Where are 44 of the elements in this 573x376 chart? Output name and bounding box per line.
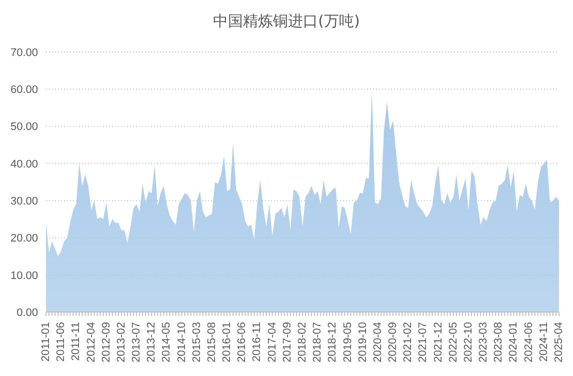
y-tick-label: 0.00	[16, 306, 38, 319]
y-tick-label: 40.00	[10, 158, 38, 170]
x-tick-label: 2024-06	[522, 322, 535, 362]
x-tick-label: 2022-10	[462, 322, 474, 362]
x-tick-label: 2022-05	[447, 322, 460, 362]
x-tick-label: 2016-01	[221, 322, 234, 362]
x-tick-label: 2021-12	[432, 322, 444, 362]
x-tick-label: 2013-07	[130, 322, 143, 362]
y-tick-label: 60.00	[10, 84, 38, 96]
y-tick-label: 20.00	[10, 232, 38, 245]
x-tick-label: 2018-02	[296, 322, 308, 362]
x-tick-label: 2021-02	[402, 322, 414, 362]
x-tick-label: 2016-06	[236, 322, 248, 362]
y-tick-label: 70.00	[10, 46, 38, 59]
x-tick-label: 2013-02	[115, 322, 128, 362]
y-tick-label: 10.00	[10, 270, 38, 282]
x-tick-label: 2018-07	[312, 322, 324, 362]
y-tick-label: 30.00	[10, 195, 38, 208]
x-tick-label: 2019-05	[342, 322, 354, 362]
y-tick-label: 50.00	[10, 121, 38, 134]
x-tick-label: 2014-10	[176, 322, 188, 362]
x-tick-label: 2023-08	[492, 322, 505, 362]
x-tick-label: 2013-12	[146, 322, 158, 362]
x-tick-label: 2018-12	[326, 322, 339, 362]
x-tick-label: 2015-03	[190, 322, 203, 362]
x-tick-label: 2024-11	[538, 322, 550, 362]
x-tick-label: 2021-07	[417, 322, 430, 362]
x-tick-label: 2024-01	[508, 322, 520, 362]
x-tick-label: 2025-04	[553, 322, 565, 362]
x-tick-label: 2016-11	[251, 322, 264, 362]
x-tick-label: 2012-09	[100, 322, 112, 362]
x-tick-label: 2020-09	[387, 322, 400, 362]
x-tick-label: 2011-06	[55, 322, 68, 362]
x-tick-label: 2015-08	[206, 322, 218, 362]
chart-title: 中国精炼铜进口(万吨)	[212, 11, 361, 32]
x-tick-label: 2014-05	[160, 322, 173, 362]
x-tick-label: 2017-09	[281, 322, 294, 362]
x-tick-label: 2011-01	[40, 322, 52, 362]
x-tick-label: 2019-10	[356, 322, 369, 362]
x-tick-label: 2011-11	[70, 322, 82, 361]
x-tick-label: 2012-04	[85, 322, 98, 362]
x-tick-label: 2023-03	[478, 322, 490, 362]
x-tick-label: 2017-04	[266, 322, 278, 362]
x-tick-label: 2020-04	[372, 322, 384, 362]
